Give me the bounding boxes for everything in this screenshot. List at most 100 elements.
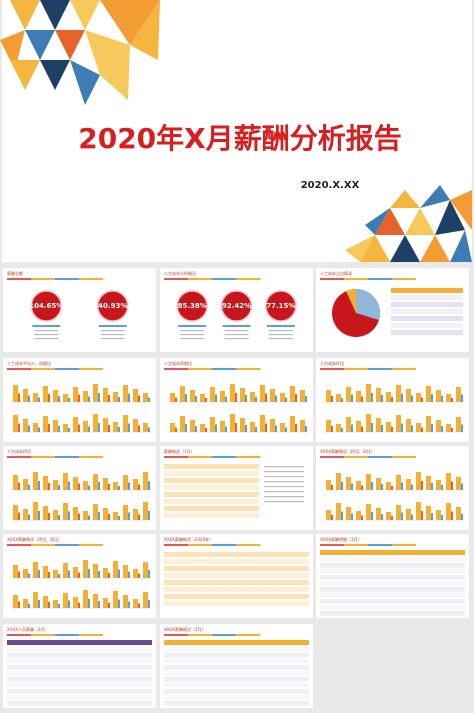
mini-bar <box>78 424 80 432</box>
table-row <box>391 295 463 300</box>
mini-bar <box>205 428 207 432</box>
mini-bar <box>113 482 118 490</box>
mini-bar <box>180 416 185 432</box>
mini-bar <box>461 394 463 402</box>
mini-bar <box>336 503 341 520</box>
slide-title: XXXX薪酬概况（1月） <box>164 626 206 632</box>
mini-bar <box>421 511 423 520</box>
header-stripe <box>79 456 103 458</box>
kpi-text-line <box>268 338 293 340</box>
mini-bar <box>63 503 68 520</box>
header-stripe <box>212 278 236 280</box>
mini-bar <box>371 512 373 520</box>
mini-bar <box>391 397 393 402</box>
table-row <box>164 695 309 700</box>
mini-bar <box>113 392 118 402</box>
table-row <box>164 671 309 676</box>
mini-bar <box>426 416 431 432</box>
slide-title: XXXX薪酬情况（环比、同比） <box>7 536 62 542</box>
mini-bar <box>18 601 20 608</box>
slide-title: XXXX人员薪酬（1月） <box>7 626 49 632</box>
mini-bar <box>143 472 148 490</box>
mini-bar <box>371 393 373 402</box>
header-stripe <box>31 278 55 280</box>
mini-bar <box>401 512 403 520</box>
slide-title: 人力成本分析概况 <box>164 270 196 276</box>
header-stripe <box>164 278 188 280</box>
mini-bar <box>240 388 245 402</box>
mini-bar <box>103 388 108 402</box>
mini-bar <box>305 396 307 402</box>
slide-title: XXXX薪酬情况（环比、同比） <box>320 448 375 454</box>
mini-bar <box>376 508 381 520</box>
header-stripe <box>31 456 55 458</box>
mini-bar <box>103 418 108 432</box>
mini-bar <box>38 397 40 402</box>
table-row <box>7 695 152 700</box>
mini-bar <box>148 600 150 608</box>
slide-title: XXXX薪酬明细（1月） <box>320 536 362 542</box>
mini-bar <box>341 428 343 432</box>
mini-bar <box>133 419 138 432</box>
table-row <box>164 485 259 490</box>
mini-bar <box>346 477 351 490</box>
mini-bar <box>215 424 217 432</box>
mini-bar <box>175 397 177 402</box>
mini-bar <box>351 394 353 402</box>
kpi-text-line <box>180 338 205 340</box>
kpi-bar <box>32 325 61 327</box>
header-stripe <box>79 278 103 280</box>
mini-bar <box>356 481 361 490</box>
mini-bar <box>245 425 247 432</box>
mini-bar <box>138 514 140 520</box>
mini-bar <box>351 483 353 490</box>
table-row <box>320 575 465 580</box>
mini-bar <box>113 561 118 578</box>
header-stripe <box>79 544 103 546</box>
mini-bar <box>108 603 110 608</box>
table-row <box>164 506 259 511</box>
header-stripe <box>236 634 260 636</box>
kpi-bar <box>98 325 127 327</box>
mini-bar <box>361 396 363 402</box>
mini-bar <box>255 427 257 432</box>
mini-bar <box>63 473 68 490</box>
header-stripe <box>320 368 344 370</box>
mini-bar <box>421 427 423 432</box>
mini-bar <box>170 423 175 432</box>
mini-bar <box>43 386 48 402</box>
mini-bar <box>366 384 371 402</box>
mini-bar <box>391 516 393 520</box>
mini-bar <box>73 417 78 432</box>
mini-bar <box>88 515 90 520</box>
mini-bar <box>83 560 88 578</box>
mini-bar <box>123 565 128 578</box>
mini-bar <box>451 428 453 432</box>
mini-bar <box>48 513 50 520</box>
mini-bar <box>148 427 150 432</box>
mini-bar <box>108 484 110 490</box>
mini-bar <box>48 572 50 578</box>
mini-bar <box>73 567 78 578</box>
header-stripe <box>164 634 188 636</box>
mini-bar <box>376 478 381 490</box>
mini-bar <box>326 480 331 490</box>
table-row <box>164 464 259 469</box>
mini-bar <box>103 508 108 520</box>
mini-bar <box>230 384 235 402</box>
header-stripe <box>188 634 212 636</box>
mini-bar <box>13 595 18 608</box>
mini-bar <box>23 569 28 578</box>
mini-bar <box>461 483 463 490</box>
header-stripe <box>344 368 368 370</box>
table-row <box>164 677 309 682</box>
mini-bar <box>436 510 441 520</box>
mini-bar <box>416 423 421 432</box>
mini-bar <box>260 415 265 432</box>
header-stripe <box>368 368 392 370</box>
mini-bar <box>23 389 28 402</box>
mini-bar <box>341 511 343 520</box>
mini-bar <box>78 394 80 402</box>
cover-slide: 2020年X月薪酬分析报告 2020.X.XX <box>0 0 472 262</box>
table-row <box>164 492 259 497</box>
